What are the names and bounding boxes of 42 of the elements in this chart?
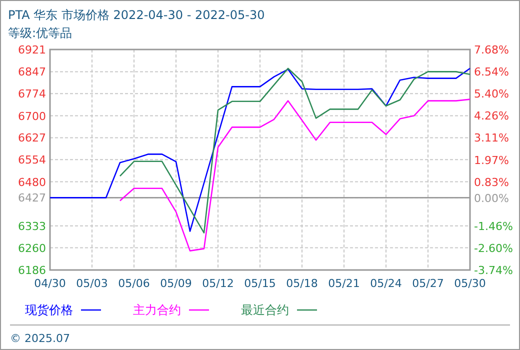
legend-label: 主力合约 — [133, 303, 181, 317]
text: © 2025.07 — [10, 332, 70, 345]
y-tick-label: 6921 — [18, 44, 46, 56]
y2-tick-label: 0.83% — [474, 176, 509, 189]
x-tick-label: 05/21 — [328, 277, 360, 290]
x-tick-label: 05/03 — [76, 277, 108, 290]
y-tick-label: 6427 — [18, 192, 46, 205]
y2-tick-label: -1.46% — [474, 220, 513, 233]
x-tick-label: 04/30 — [34, 277, 66, 290]
y-tick-label: 6260 — [18, 242, 46, 255]
y-tick-label: 6333 — [18, 220, 46, 233]
y-tick-label: 6554 — [18, 154, 46, 167]
y-tick-label: 6847 — [18, 66, 46, 79]
y2-tick-label: 6.54% — [474, 66, 509, 79]
y2-tick-label: 7.68% — [474, 44, 509, 56]
y2-tick-label: 5.40% — [474, 88, 509, 101]
y2-tick-label: 4.26% — [474, 110, 509, 123]
chart-title: PTA 华东 市场价格 2022-04-30 - 2022-05-30 — [8, 8, 265, 22]
x-tick-label: 05/06 — [118, 277, 150, 290]
y2-tick-label: 1.97% — [474, 154, 509, 167]
x-tick-label: 05/09 — [160, 277, 192, 290]
line-series — [119, 98, 471, 252]
y-tick-label: 6186 — [18, 264, 46, 277]
x-tick-label: 05/30 — [454, 277, 486, 290]
y-tick-label: 6700 — [18, 110, 46, 123]
y-tick-label: 6480 — [18, 176, 46, 189]
legend-label: 现货价格 — [25, 303, 73, 317]
legend-label: 最近合约 — [241, 303, 289, 317]
y-tick-label: 6627 — [18, 132, 46, 145]
y2-tick-label: -2.60% — [474, 242, 513, 255]
line-series — [49, 68, 471, 232]
x-tick-label: 05/12 — [202, 277, 234, 290]
x-tick-label: 05/15 — [244, 277, 276, 290]
y-tick-label: 6774 — [18, 88, 46, 101]
y2-tick-label: 3.11% — [474, 132, 509, 145]
x-tick-label: 05/18 — [286, 277, 318, 290]
x-tick-label: 05/27 — [412, 277, 444, 290]
x-tick-label: 05/24 — [370, 277, 402, 290]
y2-tick-label: 0.00% — [474, 192, 509, 205]
chart-subtitle: 等级:优等品 — [8, 26, 72, 40]
line-series — [119, 68, 471, 234]
y2-tick-label: -3.74% — [474, 264, 513, 277]
